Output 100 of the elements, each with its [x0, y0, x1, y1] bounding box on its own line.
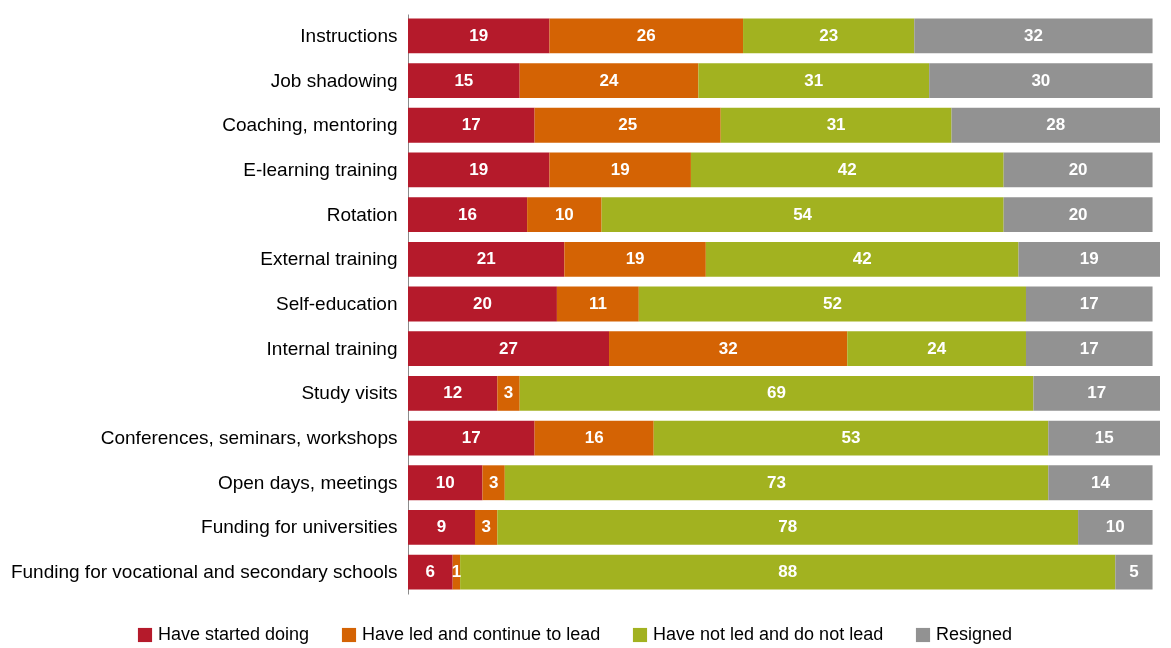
data-label: 21 [476, 249, 496, 269]
data-label: 15 [454, 70, 474, 90]
data-label: 11 [588, 294, 607, 313]
bar [408, 509, 476, 545]
bar [408, 420, 535, 456]
bar [1048, 420, 1160, 456]
bar [504, 465, 1049, 501]
y-tick-label: Funding for vocational and secondary schools [10, 561, 398, 583]
bar [527, 197, 602, 233]
data-label: 3 [481, 517, 491, 537]
y-tick-label: Internal training [266, 337, 398, 359]
bar [653, 420, 1049, 456]
data-label: 31 [804, 70, 824, 90]
bar [408, 18, 550, 54]
data-label: 9 [436, 517, 447, 537]
data-label: 10 [554, 204, 574, 224]
data-label: 78 [778, 517, 798, 537]
bar [609, 331, 848, 367]
data-label: 30 [1031, 70, 1051, 90]
y-tick-label: Coaching, mentoring [222, 114, 398, 136]
bar [601, 197, 1004, 233]
data-label: 19 [610, 159, 630, 179]
data-label: 17 [461, 115, 481, 135]
data-label: 16 [584, 428, 604, 448]
bar [408, 63, 520, 99]
y-tick-label: Open days, meetings [217, 471, 398, 493]
data-label: 17 [1079, 294, 1099, 313]
bar [408, 331, 610, 367]
data-label: 24 [599, 70, 620, 90]
bar [1003, 197, 1153, 233]
data-label: 69 [767, 383, 787, 403]
data-label: 23 [819, 25, 839, 45]
bar [497, 509, 1079, 545]
y-tick-label: Rotation [326, 203, 398, 225]
bar [1025, 331, 1153, 367]
bar [482, 465, 505, 501]
data-label: 32 [718, 338, 738, 358]
data-label: 6 [425, 562, 436, 582]
data-label: 88 [778, 562, 798, 582]
data-label: 28 [1046, 115, 1066, 135]
bar [408, 152, 550, 188]
bar [408, 554, 453, 590]
data-label: 19 [625, 249, 645, 269]
bar [1033, 375, 1160, 411]
bar [638, 286, 1026, 322]
data-label: 10 [435, 472, 455, 492]
bar [549, 18, 744, 54]
data-label: 42 [837, 159, 857, 179]
bar [929, 63, 1153, 99]
data-label: 16 [458, 204, 478, 224]
y-tick-label: Funding for universities [201, 516, 398, 538]
data-label: 24 [927, 338, 947, 358]
bar [1018, 241, 1160, 277]
bar [914, 18, 1153, 54]
bar [408, 197, 528, 233]
bar [951, 107, 1160, 143]
legend-label: Resigned [936, 624, 1013, 644]
data-label: 3 [503, 383, 514, 403]
bar [705, 241, 1019, 277]
data-label: 20 [1068, 159, 1088, 179]
data-label: 32 [1023, 25, 1043, 45]
bar [408, 286, 557, 322]
data-label: 5 [1129, 562, 1139, 582]
legend-label: Have started doing [158, 624, 310, 644]
bar [564, 241, 706, 277]
bar [556, 286, 639, 322]
data-label: 26 [636, 25, 656, 45]
data-label: 12 [443, 383, 463, 403]
y-tick-label: External training [260, 248, 398, 270]
bar [408, 375, 498, 411]
y-tick-label: E-learning training [243, 158, 398, 180]
bar [408, 241, 565, 277]
bar [698, 63, 930, 99]
bar [408, 465, 483, 501]
y-tick-label: Conferences, seminars, workshops [100, 427, 398, 449]
y-tick-label: Study visits [301, 382, 398, 404]
data-label: 42 [852, 249, 872, 269]
data-label: 17 [1079, 338, 1099, 358]
data-label: 19 [469, 159, 489, 179]
data-label: 15 [1094, 428, 1114, 448]
bar [847, 331, 1026, 367]
data-label: 73 [767, 472, 787, 492]
data-label: 27 [499, 338, 518, 358]
bar [534, 420, 654, 456]
bar [460, 554, 1116, 590]
bar [743, 18, 915, 54]
data-label: 31 [826, 115, 846, 135]
bar [408, 107, 535, 143]
data-label: 17 [461, 428, 481, 448]
legend-label: Have led and continue to lead [362, 624, 601, 644]
bar [1003, 152, 1153, 188]
data-label: 10 [1105, 517, 1125, 537]
bar [549, 152, 691, 188]
data-label: 19 [1079, 249, 1099, 269]
data-label: 20 [1068, 204, 1088, 224]
data-label: 1 [451, 562, 462, 582]
data-label: 53 [841, 428, 861, 448]
y-tick-label: Job shadowing [270, 69, 398, 91]
bar [720, 107, 952, 143]
bar [1078, 509, 1153, 545]
